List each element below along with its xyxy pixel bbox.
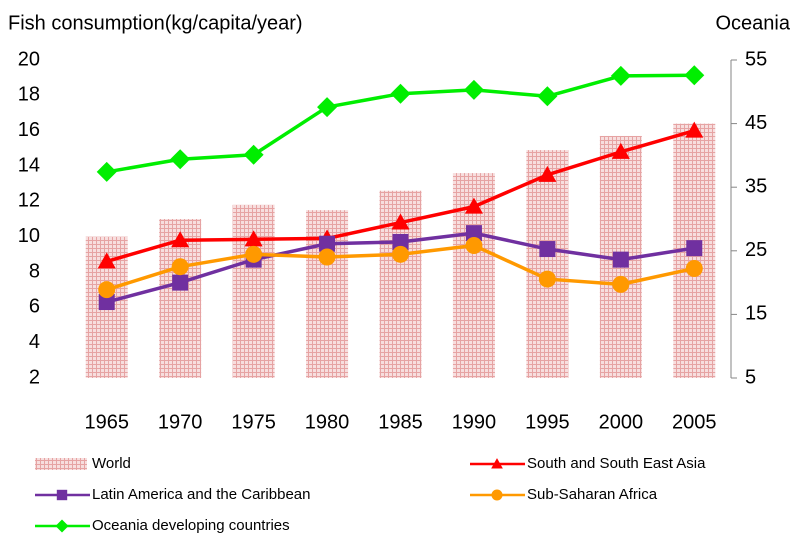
legend-label: South and South East Asia: [527, 455, 706, 472]
marker: [98, 294, 115, 311]
marker: [96, 161, 117, 182]
legend-marker: [491, 458, 503, 469]
marker: [97, 252, 116, 269]
legend-marker: [491, 489, 503, 501]
marker: [172, 274, 189, 291]
y2-axis-title: Oceania: [716, 12, 791, 34]
marker: [245, 245, 263, 263]
marker: [391, 213, 410, 230]
y-tick-label: 8: [29, 260, 40, 282]
y-axis-title: Fish consumption(kg/capita/year): [8, 12, 303, 34]
marker: [392, 245, 409, 263]
marker: [539, 241, 556, 258]
marker: [244, 230, 263, 247]
x-tick-label: 1995: [525, 411, 570, 433]
y-tick-label: 14: [18, 154, 40, 176]
marker: [243, 144, 264, 165]
y-tick-label: 16: [18, 119, 40, 141]
marker: [465, 225, 482, 242]
y2-tick-label: 5: [745, 366, 756, 388]
y-tick-label: 12: [18, 190, 40, 212]
marker: [392, 233, 409, 250]
marker: [538, 270, 556, 288]
y-tick-label: 10: [18, 225, 40, 247]
marker: [464, 197, 483, 214]
x-tick-label: 2005: [672, 411, 717, 433]
marker: [686, 240, 703, 257]
marker: [612, 275, 630, 293]
marker: [390, 83, 411, 104]
marker: [319, 235, 336, 252]
y2-tick-label: 35: [745, 175, 767, 197]
y-tick-label: 18: [18, 84, 40, 106]
legend-label: Latin America and the Caribbean: [92, 486, 310, 503]
x-tick-label: 1965: [84, 411, 129, 433]
legend-label: Oceania developing countries: [92, 517, 290, 534]
x-tick-label: 1975: [231, 411, 276, 433]
legend-label: Sub-Saharan Africa: [527, 486, 658, 503]
legend-label: World: [92, 455, 131, 472]
marker: [537, 86, 558, 107]
x-tick-label: 1990: [452, 411, 497, 433]
x-tick-label: 2000: [599, 411, 644, 433]
marker: [463, 79, 484, 100]
legend-swatch: [35, 458, 87, 470]
bar: [526, 150, 569, 378]
y-tick-label: 6: [29, 296, 40, 318]
marker: [612, 251, 629, 268]
x-tick-label: 1970: [158, 411, 203, 433]
x-tick-label: 1985: [378, 411, 423, 433]
marker: [685, 259, 703, 277]
y2-tick-label: 45: [745, 112, 767, 134]
marker: [684, 65, 705, 86]
marker: [317, 97, 338, 118]
y2-tick-label: 15: [745, 303, 767, 325]
y2-tick-label: 25: [745, 239, 767, 261]
y-tick-label: 4: [29, 331, 40, 353]
legend-marker: [56, 489, 68, 501]
legend-marker: [55, 519, 69, 533]
marker: [171, 258, 189, 276]
marker: [170, 149, 191, 170]
marker: [318, 248, 336, 266]
marker: [685, 121, 704, 138]
marker: [465, 237, 483, 254]
marker: [610, 65, 631, 86]
y-tick-label: 20: [18, 48, 40, 70]
marker: [98, 281, 116, 299]
marker: [611, 142, 630, 159]
marker: [171, 231, 190, 248]
y2-tick-label: 55: [745, 48, 767, 70]
y-tick-label: 2: [29, 366, 40, 388]
x-tick-label: 1980: [305, 411, 350, 433]
marker: [538, 165, 557, 182]
